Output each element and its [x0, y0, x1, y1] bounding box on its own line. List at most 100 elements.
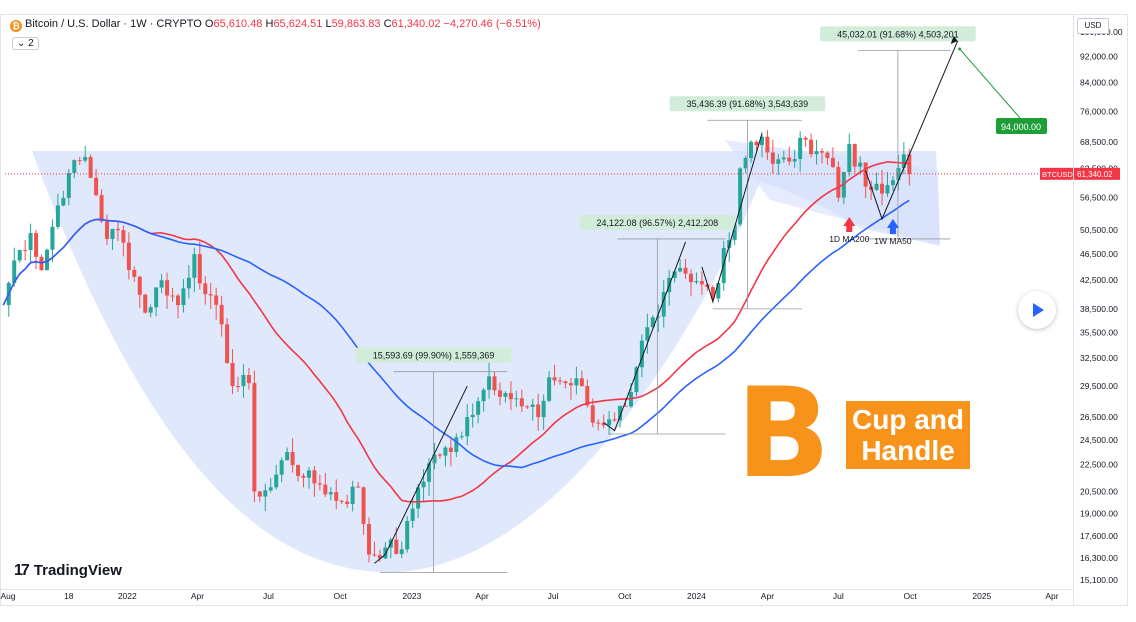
candle-body — [137, 276, 142, 295]
candle-body — [487, 376, 492, 390]
candle-body — [885, 185, 890, 194]
candle-body — [689, 273, 694, 283]
candle-body — [296, 465, 301, 476]
candle-body — [203, 283, 208, 295]
y-tick-label: 92,000.00 — [1080, 51, 1118, 61]
price-tag: 61,340.02 — [1077, 170, 1113, 179]
candle-body — [339, 500, 344, 502]
symbol-title[interactable]: Bitcoin / U.S. Dollar · 1W · CRYPTO — [25, 18, 202, 30]
candle-body — [61, 197, 66, 206]
ma200-label: 1D MA200 — [829, 234, 869, 244]
candle-body — [437, 454, 442, 456]
x-tick-label: Jul — [833, 591, 844, 601]
y-tick-label: 84,000.00 — [1080, 78, 1118, 88]
candle-body — [115, 228, 120, 231]
close-label: C — [383, 18, 392, 30]
candle-body — [514, 398, 519, 400]
candle-body — [323, 484, 328, 495]
candle-body — [749, 141, 754, 159]
ma-blue-line — [2, 199, 910, 469]
measure-label-bg — [669, 96, 826, 112]
candle-body — [901, 154, 906, 168]
y-tick-label: 16,300.00 — [1080, 553, 1118, 563]
candle-body — [863, 162, 868, 187]
candle-body — [825, 152, 830, 159]
candle-body — [650, 317, 655, 328]
candle-body — [601, 422, 606, 426]
target-label: 94,000.00 — [1001, 122, 1041, 132]
y-tick-label: 29,500.00 — [1080, 381, 1118, 391]
candle-body — [541, 400, 546, 418]
x-tick-label: Jul — [263, 591, 274, 601]
candle-body — [497, 390, 502, 397]
candle-body — [230, 362, 235, 387]
candle-body — [306, 470, 311, 478]
candle-body — [552, 377, 557, 381]
move-arrow-3 — [701, 133, 763, 304]
candle-body — [219, 304, 224, 325]
candle-body — [268, 487, 273, 491]
candle-body — [214, 295, 219, 305]
candle-body — [787, 157, 792, 162]
indicators-count: 2 — [28, 38, 34, 49]
indicators-toggle[interactable]: ⌄ 2 — [12, 37, 39, 50]
tradingview-logo[interactable]: 17 TradingView — [14, 562, 122, 580]
y-tick-label: 76,000.00 — [1080, 107, 1118, 117]
candle-body — [465, 417, 470, 437]
candle-body — [568, 383, 573, 386]
candle-body — [252, 383, 257, 492]
ma200-arrow-icon — [843, 217, 856, 232]
candle-body — [361, 487, 366, 524]
x-tick-label: Apr — [1045, 591, 1058, 601]
candle-body — [312, 470, 317, 484]
candle-body — [416, 487, 421, 509]
symbol-header: ₿ Bitcoin / U.S. Dollar · 1W · CRYPTO O65… — [10, 18, 541, 32]
y-tick-label: 20,500.00 — [1080, 487, 1118, 497]
candle-body — [121, 230, 126, 243]
candle-body — [759, 136, 764, 146]
candle-body — [88, 157, 93, 178]
candle-body — [410, 508, 415, 521]
candle-body — [208, 294, 213, 296]
x-tick-label: Jul — [548, 591, 559, 601]
price-tag-bg — [1074, 167, 1120, 180]
candle-body — [405, 520, 410, 550]
candle-body — [612, 419, 617, 421]
candle-body — [639, 340, 644, 368]
candle-body — [143, 294, 148, 313]
candle-body — [814, 151, 819, 155]
x-tick-label: Aug — [0, 591, 15, 601]
candle-body — [896, 167, 901, 181]
candle-body — [350, 486, 355, 504]
candle-body — [890, 180, 895, 186]
candle-body — [192, 254, 197, 278]
candle-body — [678, 267, 683, 272]
candle-body — [443, 447, 448, 456]
candle-body — [50, 226, 55, 250]
candle-body — [716, 283, 721, 299]
y-tick-label: 15,100.00 — [1080, 575, 1118, 585]
close-value: 61,340.02 — [391, 18, 441, 30]
candle-body — [94, 177, 99, 196]
candle-body — [257, 491, 262, 497]
ma50-label: 1W MA50 — [874, 236, 912, 246]
ma50-arrow-icon — [886, 219, 899, 234]
x-tick-label: 18 — [64, 591, 74, 601]
play-icon[interactable] — [1018, 291, 1056, 329]
candle-body — [399, 549, 404, 555]
measure-label: 24,122.08 (96.57%) 2,412,208 — [597, 218, 719, 228]
candle-body — [432, 454, 437, 464]
bitcoin-logo: B — [736, 362, 831, 506]
candle-body — [699, 281, 704, 285]
candle-body — [28, 233, 33, 251]
currency-label[interactable]: USD — [1077, 18, 1109, 34]
candle-body — [148, 307, 153, 313]
candle-body — [427, 463, 432, 482]
high-value: 65,624.51 — [273, 18, 323, 30]
candle-body — [743, 158, 748, 169]
open-value: 65,610.48 — [213, 18, 263, 30]
candle-body — [44, 249, 49, 271]
y-tick-label: 50,500.00 — [1080, 225, 1118, 235]
brand-name: TradingView — [33, 562, 122, 579]
